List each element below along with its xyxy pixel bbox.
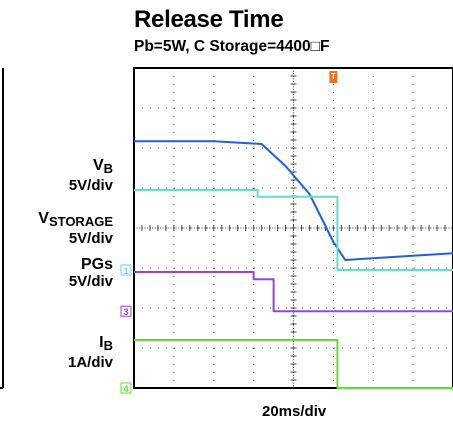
label-vb-name: VB — [92, 157, 113, 176]
channel-marker-ib: 4 — [120, 382, 132, 394]
marker-number: 1 — [123, 266, 128, 276]
label-vb-scale: 5V/div — [68, 177, 113, 194]
trace-vstorage — [134, 189, 453, 271]
channel-marker-vstorage: 1 — [120, 264, 132, 276]
marker-box — [120, 264, 132, 276]
timebase-label: 20ms/div — [262, 403, 327, 420]
label-vstorage-scale: 5V/div — [68, 230, 113, 247]
chart-subtitle: Pb=5W, C Storage=4400□F — [134, 38, 330, 55]
trace-vb — [134, 140, 453, 261]
trigger-marker-box — [329, 71, 338, 83]
trigger-marker-letter: T — [331, 72, 336, 81]
label-ib: IB 1A/div — [68, 334, 113, 371]
marker-number: 4 — [123, 384, 128, 394]
trace-ib — [134, 339, 453, 389]
label-pgs-name: PGs — [80, 256, 113, 273]
plot-frame — [133, 67, 453, 389]
label-ib-scale: 1A/div — [67, 354, 113, 371]
chart-title: Release Time — [134, 6, 284, 33]
channel-marker-pgs: 3 — [120, 305, 132, 317]
label-vstorage-name: VSTORAGE — [38, 210, 113, 229]
label-pgs-scale: 5V/div — [68, 273, 113, 290]
label-vstorage: VSTORAGE 5V/div — [38, 210, 113, 247]
trace-pgs — [134, 271, 453, 313]
trigger-marker: T — [329, 71, 338, 83]
marker-number: 3 — [123, 307, 128, 317]
label-pgs: PGs 5V/div — [69, 256, 113, 290]
label-ib-name: IB — [99, 334, 113, 353]
marker-box — [120, 382, 132, 394]
label-vb: VB 5V/div — [69, 157, 113, 194]
marker-box — [120, 305, 132, 317]
